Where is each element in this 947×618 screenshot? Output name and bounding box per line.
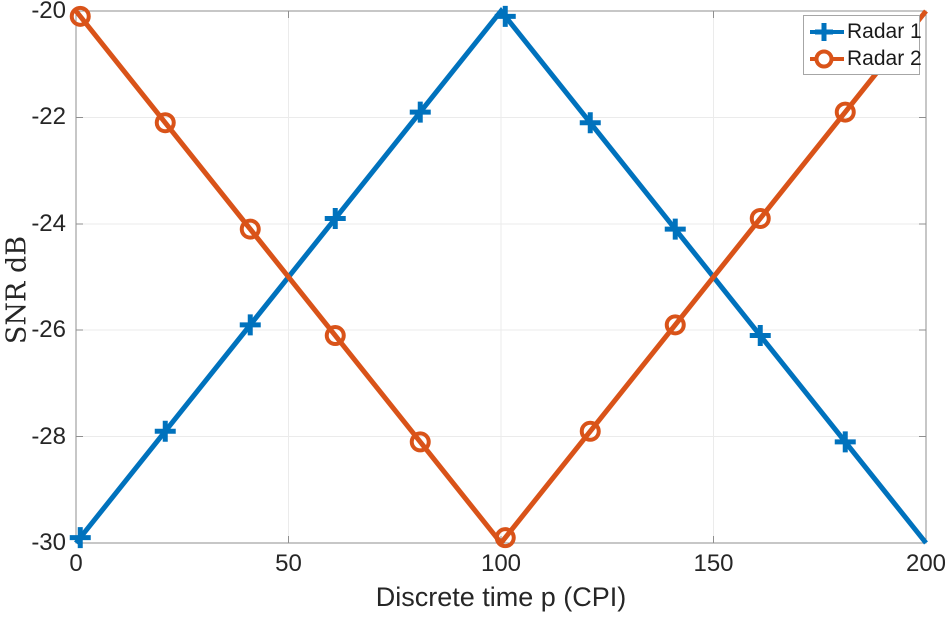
plus-marker-radar-1 [239,314,261,336]
plus-marker-radar-1 [834,431,856,453]
legend-label: Radar 2 [847,47,922,70]
y-tick-label: -22 [31,103,66,131]
circle-marker-radar-2 [239,218,261,240]
circle-marker-radar-2 [154,112,176,134]
plus-marker-radar-1 [664,218,686,240]
circle-marker-radar-2 [664,314,686,336]
circle-marker-radar-2 [749,207,771,229]
plus-marker-radar-1 [494,5,516,27]
circle-marker-radar-2 [409,431,431,453]
circle-marker-radar-2 [834,101,856,123]
plus-marker-icon [810,22,844,41]
circle-marker-icon [810,49,844,68]
plus-marker-radar-1 [324,207,346,229]
x-tick-label: 150 [693,550,734,577]
circle-marker-radar-2 [494,527,516,549]
plus-marker-radar-1 [579,112,601,134]
legend-item-radar-2: Radar 2 [804,45,922,72]
x-tick-label: 0 [69,550,83,577]
y-axis-label: SNR dB [1,235,33,345]
legend-label: Radar 1 [847,20,922,43]
circle-marker-radar-2 [324,325,346,347]
series-line-radar-1 [74,6,928,545]
y-tick-label: -28 [31,422,66,450]
plus-marker-radar-1 [69,527,91,549]
plus-marker-radar-1 [409,101,431,123]
y-tick-label: -26 [31,316,66,344]
y-tick-label: -20 [31,0,66,24]
x-tick-label: 50 [275,550,302,577]
circle-marker-radar-2 [579,420,601,442]
y-tick-label: -30 [31,529,66,556]
x-tick-label: 200 [905,550,947,577]
plus-marker-radar-1 [749,325,771,347]
legend-item-radar-1: Radar 1 [804,18,922,45]
y-tick-label: -24 [31,209,66,237]
legend: Radar 1 Radar 2 [803,15,922,75]
circle-marker-radar-2 [69,5,91,27]
plus-marker-radar-1 [154,420,176,442]
x-axis-label: Discrete time p (CPI) [375,582,627,612]
x-tick-label: 100 [480,550,522,577]
